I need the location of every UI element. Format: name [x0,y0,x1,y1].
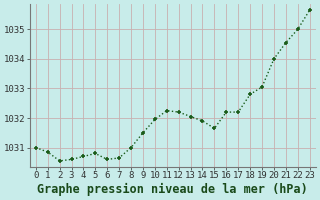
X-axis label: Graphe pression niveau de la mer (hPa): Graphe pression niveau de la mer (hPa) [37,183,308,196]
